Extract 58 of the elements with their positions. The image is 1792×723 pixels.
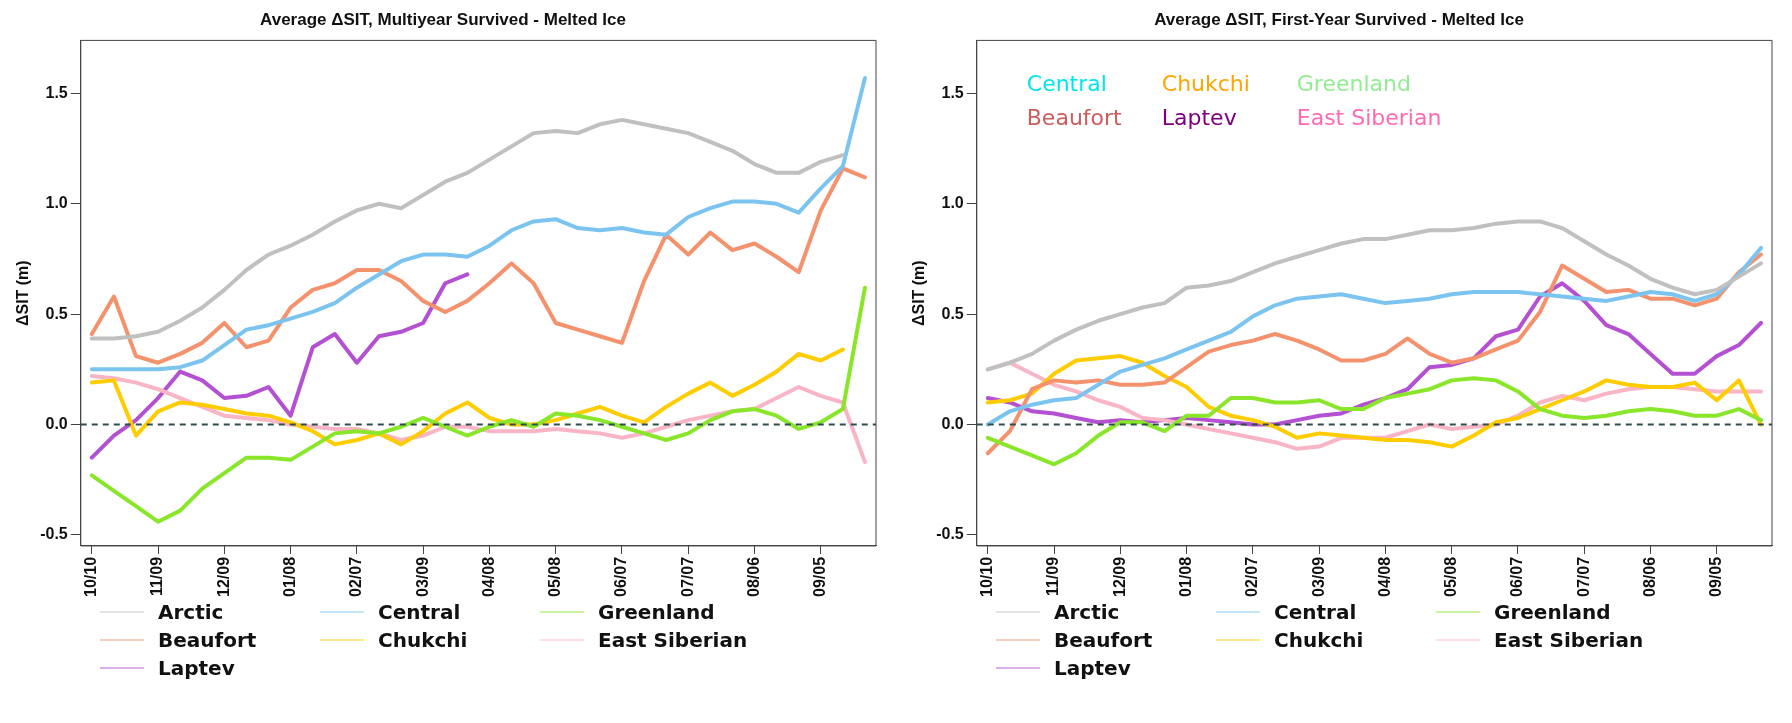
x-tick-label: 03/09 <box>1309 556 1327 598</box>
x-tick-label: 01/08 <box>1177 556 1195 598</box>
annotation: Chukchi <box>1161 71 1250 97</box>
x-tick-label: 08/06 <box>1640 556 1658 598</box>
x-tick-label: 05/08 <box>546 556 564 598</box>
y-tick-label: 1.5 <box>941 83 964 101</box>
legend-label: Chukchi <box>378 628 468 652</box>
legend-label: Beaufort <box>158 628 257 652</box>
y-axis-title: ΔSIT (m) <box>910 260 928 327</box>
chart-title: Average ΔSIT, Multiyear Survived - Melted Ice <box>260 9 626 29</box>
legend-label: East Siberian <box>1494 628 1644 652</box>
x-tick-label: 06/07 <box>1508 556 1526 598</box>
x-tick-label: 06/07 <box>612 556 630 598</box>
x-tick-label: 07/07 <box>1574 556 1592 598</box>
y-axis-title: ΔSIT (m) <box>14 260 32 327</box>
legend-label: Greenland <box>598 600 715 624</box>
x-tick-label: 03/09 <box>413 556 431 598</box>
y-tick-label: -0.5 <box>936 525 964 543</box>
y-tick-label: 1.0 <box>45 194 68 212</box>
legend-label: Central <box>378 600 461 624</box>
x-tick-label: 08/06 <box>744 556 762 598</box>
x-tick-label: 07/07 <box>678 556 696 598</box>
x-tick-label: 02/07 <box>1243 556 1261 598</box>
legend-label: Chukchi <box>1274 628 1364 652</box>
annotation: Central <box>1026 71 1107 97</box>
x-tick-label: 02/07 <box>347 556 365 598</box>
y-tick-label: 1.0 <box>941 194 964 212</box>
x-tick-label: 04/08 <box>479 556 497 598</box>
x-tick-label: 05/08 <box>1442 556 1460 598</box>
legend-label: Arctic <box>158 600 224 624</box>
legend-label: Laptev <box>1054 656 1131 680</box>
annotation: Greenland <box>1296 71 1411 97</box>
x-tick-label: 10/10 <box>82 556 100 598</box>
x-tick-label: 12/09 <box>1110 556 1128 598</box>
y-tick-label: 0.5 <box>45 304 68 322</box>
y-tick-label: 0.0 <box>45 414 68 432</box>
y-tick-label: -0.5 <box>40 525 68 543</box>
annotation: Beaufort <box>1026 105 1123 131</box>
legend-label: Laptev <box>158 656 235 680</box>
x-tick-label: 09/05 <box>1707 556 1725 598</box>
legend-label: Arctic <box>1054 600 1120 624</box>
y-tick-label: 1.5 <box>45 83 68 101</box>
legend-label: Beaufort <box>1054 628 1153 652</box>
x-tick-label: 09/05 <box>811 556 829 598</box>
chart-title: Average ΔSIT, First-Year Survived - Melted Ice <box>1154 9 1524 29</box>
annotation: Laptev <box>1161 105 1237 131</box>
y-tick-label: 0.0 <box>941 414 964 432</box>
x-tick-label: 04/08 <box>1375 556 1393 598</box>
legend-label: Central <box>1274 600 1357 624</box>
x-tick-label: 01/08 <box>281 556 299 598</box>
annotation: East Siberian <box>1296 105 1442 131</box>
x-tick-label: 11/09 <box>1044 556 1062 597</box>
legend-label: East Siberian <box>598 628 748 652</box>
x-tick-label: 10/10 <box>978 556 996 598</box>
x-tick-label: 11/09 <box>148 556 166 597</box>
x-tick-label: 12/09 <box>214 556 232 598</box>
y-tick-label: 0.5 <box>941 304 964 322</box>
legend-label: Greenland <box>1494 600 1611 624</box>
